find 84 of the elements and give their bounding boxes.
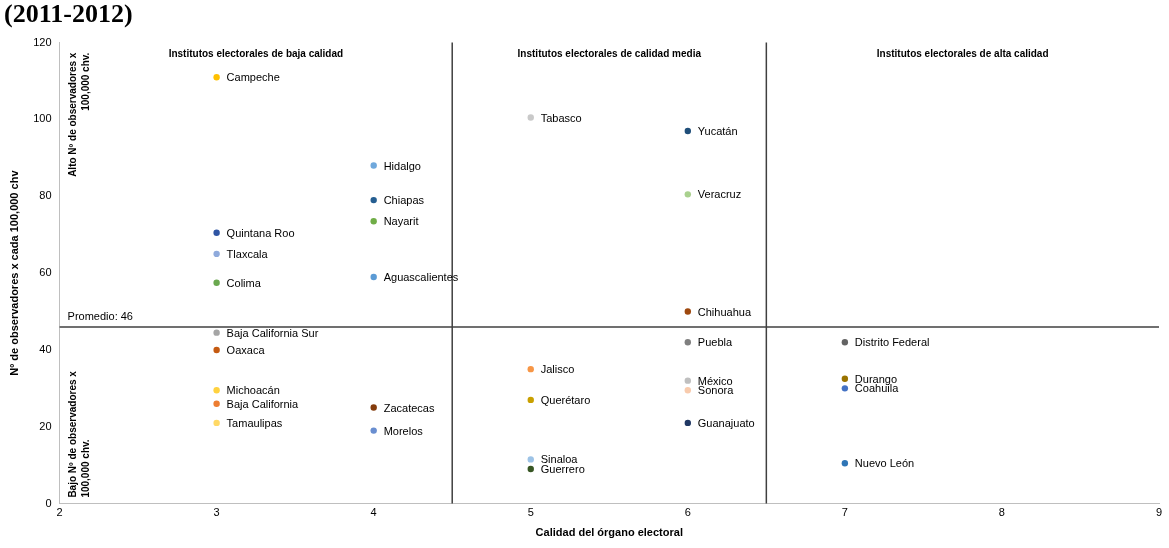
point xyxy=(213,73,220,81)
point xyxy=(684,387,692,394)
annotation: Alto Nº de observadores x 100,000 chv. xyxy=(67,52,92,177)
y-tick-label: 20 xyxy=(39,419,52,432)
series-label: Yucatán xyxy=(697,124,738,137)
series-label: Quintana Roo xyxy=(226,226,295,239)
x-tick-label: 5 xyxy=(527,506,534,519)
point xyxy=(841,460,849,467)
point xyxy=(370,404,377,411)
series-label: Tlaxcala xyxy=(226,247,269,260)
series-label: Durango xyxy=(854,372,898,385)
series-label: Nuevo León xyxy=(854,457,915,470)
y-tick-label: 60 xyxy=(39,266,52,279)
x-tick-label: 6 xyxy=(684,506,691,519)
y-tick-label: 80 xyxy=(39,189,52,202)
point xyxy=(213,400,220,407)
point xyxy=(370,273,377,281)
series-label: Chihuahua xyxy=(697,305,752,318)
series-label: Guerrero xyxy=(540,463,585,476)
series-label: Puebla xyxy=(697,336,733,349)
series-label: Guanajuato xyxy=(697,416,755,429)
series-label: Colima xyxy=(226,276,262,289)
y-tick-label: 40 xyxy=(39,342,52,355)
x-tick-label: 9 xyxy=(1155,506,1163,519)
point xyxy=(684,127,692,135)
series-label: Baja California Sur xyxy=(226,326,319,339)
point xyxy=(213,419,220,427)
point xyxy=(684,308,692,315)
point xyxy=(684,339,692,346)
ref-line-label: Promedio: 46 xyxy=(67,310,133,323)
y-tick-label: 0 xyxy=(45,496,52,509)
x-tick-label: 7 xyxy=(841,506,848,519)
annotation: Institutos electorales de baja calidad xyxy=(168,48,344,60)
y-tick-label: 100 xyxy=(33,112,52,125)
point xyxy=(370,196,377,204)
series-label: Jalisco xyxy=(540,363,575,376)
annotation: Institutos electorales de alta calidad xyxy=(876,48,1049,60)
chart-title: (2011-2012) xyxy=(3,0,134,28)
annotation: Institutos electorales de calidad media xyxy=(517,48,702,60)
series-label: Hidalgo xyxy=(383,159,421,172)
point xyxy=(527,365,534,373)
point xyxy=(527,465,534,473)
series-label: Nayarit xyxy=(383,215,419,228)
x-tick-label: 2 xyxy=(56,506,63,519)
series-label: Michoacán xyxy=(226,384,280,397)
series-label: Oaxaca xyxy=(226,343,266,356)
point xyxy=(213,387,220,394)
point xyxy=(684,377,692,384)
point xyxy=(213,329,220,336)
point xyxy=(684,191,692,198)
series-label: Baja California xyxy=(226,397,300,410)
series-label: Sonora xyxy=(697,384,735,397)
point xyxy=(370,218,377,225)
series-label: Zacatecas xyxy=(383,401,435,414)
point xyxy=(213,346,220,354)
point xyxy=(684,419,692,427)
series-label: Tamaulipas xyxy=(226,416,283,429)
point xyxy=(527,114,534,121)
point xyxy=(213,229,220,236)
x-axis-title: Calidad del órgano electoral xyxy=(535,526,683,539)
series-label: Distrito Federal xyxy=(854,336,930,349)
point xyxy=(841,339,849,346)
series-label: Veracruz xyxy=(697,188,742,201)
annotation: Bajo Nº de observadores x 100,000 chv. xyxy=(67,370,92,498)
series-label: Chiapas xyxy=(383,194,425,207)
x-tick-label: 8 xyxy=(998,506,1005,519)
series-label: México xyxy=(697,374,733,387)
point xyxy=(527,396,534,404)
series-label: Querétaro xyxy=(540,393,591,406)
point xyxy=(370,162,377,169)
point xyxy=(527,456,534,463)
y-tick-label: 120 xyxy=(33,35,52,48)
series-label: Tabasco xyxy=(540,111,582,124)
point xyxy=(841,375,849,382)
y-axis-title: Nº de observadores x cada 100,000 chv xyxy=(7,169,20,376)
series-label: Campeche xyxy=(226,71,280,84)
series-label: Sinaloa xyxy=(540,453,579,466)
series-label: Morelos xyxy=(383,424,424,437)
point xyxy=(841,385,849,392)
x-tick-label: 4 xyxy=(370,506,377,519)
point xyxy=(213,279,220,286)
point xyxy=(370,427,377,434)
x-tick-label: 3 xyxy=(213,506,220,519)
point xyxy=(213,250,220,258)
